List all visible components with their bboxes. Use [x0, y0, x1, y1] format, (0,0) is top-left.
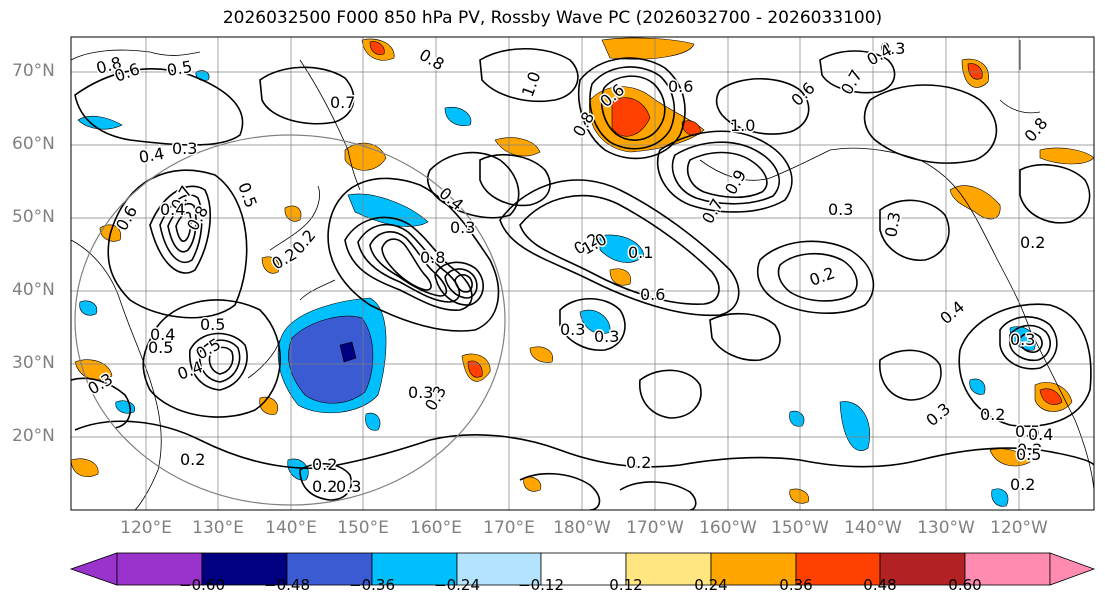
colorbar — [69, 552, 1096, 586]
colorbar-tick-label: 0.60 — [948, 576, 982, 594]
contour-label: 0.2 — [1020, 233, 1045, 252]
lon-label: 130°W — [917, 518, 975, 538]
contour-label: 0.8 — [420, 248, 445, 267]
lon-label: 140°E — [265, 518, 317, 538]
contour-label: 0.2 — [1010, 475, 1035, 494]
colorbar-bin — [795, 552, 881, 586]
lat-label: 70°N — [12, 61, 55, 81]
contour-label: 1.0 — [730, 116, 755, 135]
colorbar-tick-label: 0.36 — [779, 576, 813, 594]
contour-label: 0.2 — [180, 450, 205, 469]
lon-label: 160°W — [699, 518, 757, 538]
contour-label: 0.2 — [626, 453, 651, 472]
contour-label: 0.4 — [160, 200, 185, 219]
contour-label: 0.6 — [640, 285, 665, 304]
contour-label: 0.2 — [980, 405, 1005, 424]
lon-label: 140°W — [844, 518, 902, 538]
contour-label: 0.3 — [450, 218, 475, 237]
lat-label: 30°N — [12, 353, 55, 373]
lon-label: 120°W — [990, 518, 1048, 538]
colorbar-bin — [540, 552, 627, 586]
lat-label: 20°N — [12, 426, 55, 446]
lon-label: 150°E — [337, 518, 389, 538]
colorbar-tick-label: 0.24 — [694, 576, 728, 594]
contour-label: 0.2 — [312, 477, 337, 496]
contour-label: 0.1 — [628, 243, 653, 262]
pv-contours — [71, 47, 1094, 510]
plot-title: 2026032500 F000 850 hPa PV, Rossby Wave … — [222, 8, 883, 28]
colorbar-bin — [456, 552, 542, 586]
contour-label: 0.3 — [408, 383, 433, 402]
colorbar-tick-label: 0.48 — [863, 576, 897, 594]
colorbar-bin — [371, 552, 458, 586]
negative-pv-shading — [77, 43, 1036, 507]
lat-label: 40°N — [12, 280, 55, 300]
colorbar-bin — [116, 552, 203, 586]
contour-label: 0.3 — [828, 200, 853, 219]
rossby-wave-region-outline — [74, 134, 506, 506]
colorbar-lower-extension — [69, 552, 118, 586]
contour-label: 0.3 — [560, 320, 585, 339]
colorbar-tick-label: −0.36 — [349, 576, 395, 594]
contour-label: 0.3 — [336, 477, 361, 496]
colorbar-upper-extension — [1049, 552, 1096, 586]
contour-label: 0.5 — [200, 315, 225, 334]
contour-label: 0.3 — [1010, 330, 1035, 349]
map-background — [71, 37, 1094, 510]
lon-label: 130°E — [192, 518, 244, 538]
map-frame — [70, 36, 1095, 511]
colorbar-tick-label: −0.24 — [434, 576, 480, 594]
colorbar-tick-label: −0.12 — [518, 576, 564, 594]
contour-label: 0.2 — [312, 455, 337, 474]
map-content: 0.80.6 0.5 0.80.70.4 0.30.50.60.70.80.40.30… — [71, 37, 1094, 510]
contour-label: 0.4 — [137, 144, 165, 167]
colorbar-bin — [625, 552, 712, 586]
contour-label: 0.5 — [148, 338, 173, 357]
lon-label: 150°W — [771, 518, 829, 538]
contour-label: 0.5 — [1016, 445, 1041, 464]
contour-label: 0.2 — [1017, 440, 1042, 459]
colorbar-tick-label: −0.60 — [179, 576, 225, 594]
contour-label: 0.5 — [1015, 422, 1040, 441]
lon-label: 170°W — [626, 518, 684, 538]
lon-label: 160°E — [410, 518, 462, 538]
colorbar-tick-label: 0.12 — [609, 576, 643, 594]
contour-label: 0.3 — [594, 327, 619, 346]
contour-label: 0.3 — [172, 139, 197, 158]
lon-label: 120°E — [120, 518, 172, 538]
contour-label: 0.6 — [668, 77, 693, 96]
lon-label: 180°W — [553, 518, 611, 538]
lon-label: 170°E — [483, 518, 535, 538]
colorbar-tick-label: −0.48 — [264, 576, 310, 594]
contour-label: 0.4 — [1028, 425, 1053, 444]
contour-label: 0.7 — [330, 93, 355, 112]
contour-label: 0.3 — [880, 39, 905, 58]
contour-label: 0.4 — [150, 325, 175, 344]
lat-label: 50°N — [12, 207, 55, 227]
colorbar-bin — [879, 552, 966, 586]
lat-label: 60°N — [12, 134, 55, 154]
